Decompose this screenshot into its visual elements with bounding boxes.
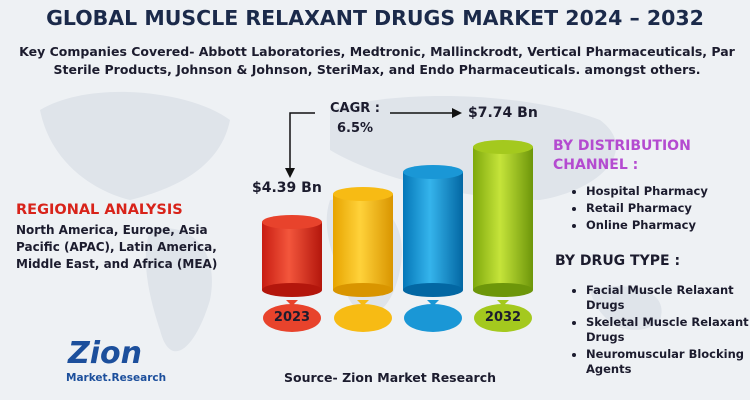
cylinders <box>262 140 533 297</box>
start-value: $4.39 Bn <box>252 180 322 196</box>
list-item: Skeletal Muscle Relaxant Drugs <box>586 315 750 345</box>
regional-text: North America, Europe, Asia Pacific (APA… <box>16 223 218 271</box>
list-item: Facial Muscle Relaxant Drugs <box>586 283 750 313</box>
distribution-heading: BY DISTRIBUTION CHANNEL : <box>553 138 691 173</box>
title: GLOBAL MUSCLE RELAXANT DRUGS MARKET 2024… <box>46 6 704 30</box>
list-item: Neuromuscular Blocking Agents <box>586 347 750 377</box>
growth-arrow <box>285 108 462 178</box>
drug-type-list: Facial Muscle Relaxant Drugs Skeletal Mu… <box>570 283 750 379</box>
cagr-label: CAGR : <box>329 101 380 116</box>
list-item: Retail Pharmacy <box>586 201 750 216</box>
source: Source- Zion Market Research <box>283 370 497 385</box>
distribution-list: Hospital Pharmacy Retail Pharmacy Online… <box>570 184 750 235</box>
subtitle: Key Companies Covered- Abbott Laboratori… <box>19 44 735 77</box>
end-value: $7.74 Bn <box>468 105 538 121</box>
start-year: 2023 <box>273 310 311 325</box>
logo-name: Zion <box>68 336 143 371</box>
regional-heading: REGIONAL ANALYSIS <box>16 202 183 218</box>
list-item: Hospital Pharmacy <box>586 184 750 199</box>
drug-type-heading: BY DRUG TYPE : <box>555 253 681 269</box>
list-item: Online Pharmacy <box>586 218 750 233</box>
cagr-value: 6.5% <box>336 121 374 136</box>
logo-tagline: Market.Research <box>66 372 167 384</box>
end-year: 2032 <box>484 310 522 325</box>
year-badges <box>263 300 532 332</box>
